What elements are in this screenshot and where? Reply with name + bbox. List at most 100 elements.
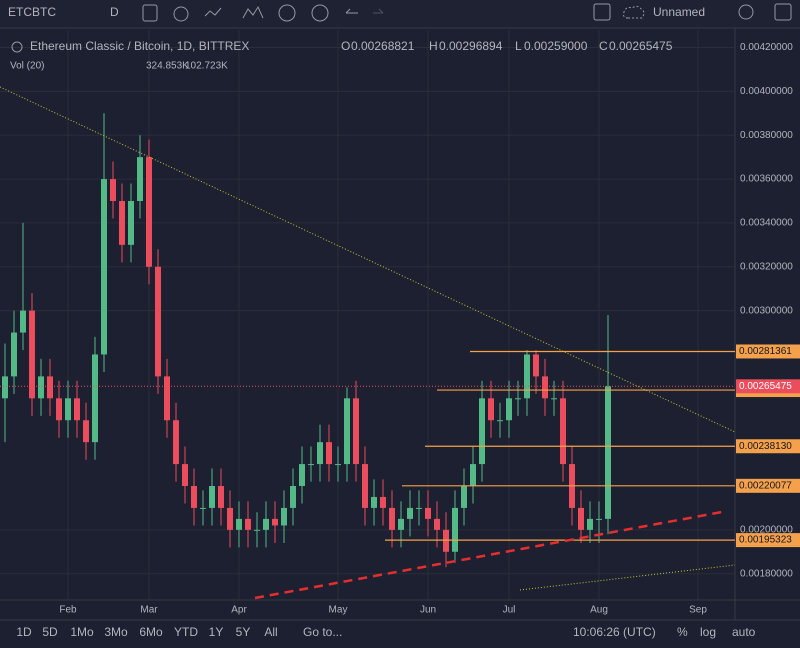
range-button[interactable]: YTD bbox=[174, 625, 198, 639]
icon[interactable] bbox=[593, 3, 611, 21]
x-tick-label: Jun bbox=[420, 605, 436, 616]
y-tick-label: 0.00200000 bbox=[740, 524, 793, 535]
level-label: 0.00238130 bbox=[739, 441, 792, 452]
legend-title: Ethereum Classic / Bitcoin, 1D, BITTREX bbox=[30, 39, 249, 53]
level-label: 0.00195323 bbox=[739, 535, 792, 546]
y-tick-label: 0.00400000 bbox=[740, 86, 793, 97]
candle-body bbox=[479, 398, 485, 465]
icon[interactable] bbox=[242, 5, 264, 19]
candle-body bbox=[182, 464, 188, 486]
icon[interactable] bbox=[623, 5, 645, 19]
range-button[interactable]: 1D bbox=[16, 625, 32, 639]
range-button[interactable]: 1Mo bbox=[70, 625, 94, 639]
goto[interactable]: Go to... bbox=[303, 625, 342, 639]
last-price-label: 0.00265475 bbox=[739, 381, 792, 392]
y-tick-label: 0.00340000 bbox=[740, 218, 793, 229]
x-tick-label: Mar bbox=[140, 605, 158, 616]
range-button[interactable]: 3Mo bbox=[104, 625, 128, 639]
plot bbox=[0, 30, 735, 600]
candle-body bbox=[605, 386, 611, 519]
last-price-tag bbox=[736, 379, 800, 394]
candle-body bbox=[119, 201, 125, 245]
candle-body bbox=[200, 507, 206, 509]
x-tick-label: Sep bbox=[689, 605, 707, 616]
icon[interactable] bbox=[774, 3, 792, 21]
candle-body bbox=[524, 354, 530, 399]
log-toggle[interactable]: log bbox=[700, 625, 716, 639]
symbol[interactable]: ETCBTC bbox=[8, 5, 56, 19]
icon[interactable] bbox=[204, 7, 222, 17]
x-tick-label: Aug bbox=[590, 605, 608, 616]
legend-value: 0.00296894 bbox=[439, 39, 503, 53]
candle-body bbox=[317, 442, 323, 465]
icon[interactable] bbox=[738, 4, 754, 20]
percent-toggle[interactable]: % bbox=[677, 625, 688, 639]
legend-label: H bbox=[429, 39, 438, 53]
volume-value: 324.853K bbox=[146, 61, 189, 72]
candle-body bbox=[56, 398, 62, 421]
symbol-icon bbox=[11, 41, 23, 53]
y-tick-label: 0.00320000 bbox=[740, 261, 793, 272]
candle-body bbox=[560, 398, 566, 465]
candle-body bbox=[38, 376, 44, 399]
x-tick-label: Feb bbox=[59, 605, 77, 616]
candle-body bbox=[110, 179, 116, 201]
trend-line bbox=[0, 86, 736, 433]
candle-body bbox=[398, 518, 404, 530]
range-button[interactable]: 6Mo bbox=[139, 625, 163, 639]
candle-body bbox=[137, 157, 143, 201]
icon[interactable] bbox=[311, 4, 329, 22]
candle-body bbox=[29, 310, 35, 399]
icon[interactable] bbox=[345, 8, 358, 14]
level-label: 0.00281361 bbox=[739, 346, 792, 357]
candle-body bbox=[380, 496, 386, 508]
y-tick-label: 0.00180000 bbox=[740, 568, 793, 579]
legend-value: 0.00259000 bbox=[524, 39, 588, 53]
icon[interactable] bbox=[173, 6, 189, 22]
interval[interactable]: D bbox=[110, 5, 119, 19]
icon[interactable] bbox=[142, 4, 158, 22]
candle-body bbox=[245, 518, 251, 530]
candle-body bbox=[2, 376, 8, 399]
icon[interactable] bbox=[278, 4, 296, 22]
y-tick-label: 0.00380000 bbox=[740, 130, 793, 141]
candle-body bbox=[74, 398, 80, 421]
candle-body bbox=[362, 464, 368, 508]
level-tag bbox=[736, 439, 800, 454]
candle-body bbox=[236, 518, 242, 530]
range-button[interactable]: All bbox=[264, 625, 277, 639]
bottom-bar: 1D 5D 1Mo 3Mo 6Mo YTD 1Y 5Y All bbox=[16, 625, 277, 639]
candle-body bbox=[353, 398, 359, 465]
candle-body bbox=[416, 507, 422, 509]
candle-body bbox=[470, 464, 476, 486]
level-tag bbox=[736, 533, 800, 548]
layout-name[interactable]: Unnamed bbox=[653, 5, 705, 19]
legend-value: 0.00268821 bbox=[351, 39, 415, 53]
volume-label: Vol (20) bbox=[10, 61, 44, 72]
candle-body bbox=[47, 376, 53, 399]
range-button[interactable]: 5Y bbox=[236, 625, 251, 639]
candle-body bbox=[299, 464, 305, 486]
candle-body bbox=[488, 398, 494, 421]
x-tick-label: Apr bbox=[231, 605, 247, 616]
candle-body bbox=[20, 310, 26, 333]
legend-label: O bbox=[341, 39, 350, 53]
candle-body bbox=[272, 518, 278, 526]
range-button[interactable]: 1Y bbox=[209, 625, 224, 639]
candle-body bbox=[542, 376, 548, 399]
candle-body bbox=[155, 266, 161, 377]
candle-body bbox=[335, 464, 341, 466]
volume-ma: 102.723K bbox=[185, 61, 228, 72]
auto-toggle[interactable]: auto bbox=[732, 625, 756, 639]
candle-body bbox=[11, 332, 17, 377]
candle-body bbox=[515, 398, 521, 400]
icon[interactable] bbox=[373, 8, 384, 14]
candle-body bbox=[578, 507, 584, 530]
x-tick-label: May bbox=[329, 605, 348, 616]
candle-body bbox=[290, 486, 296, 508]
candle-body bbox=[371, 496, 377, 508]
candle-body bbox=[533, 354, 539, 377]
range-button[interactable]: 5D bbox=[42, 625, 58, 639]
